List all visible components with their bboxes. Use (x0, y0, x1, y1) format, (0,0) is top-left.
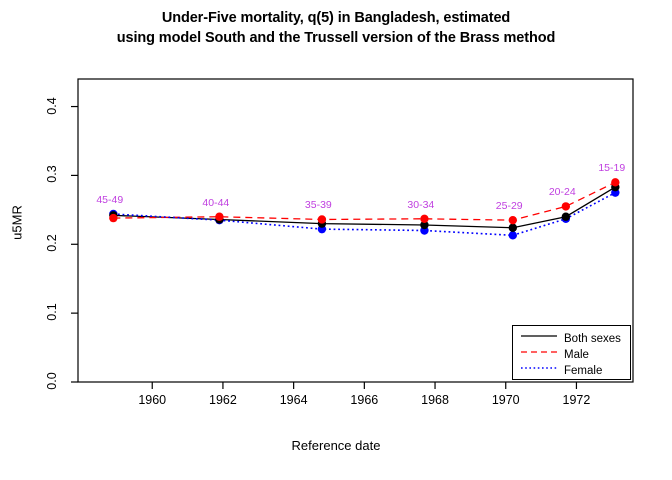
series-line-male (113, 181, 616, 221)
data-point-male (611, 178, 620, 187)
y-tick-label: 0.0 (45, 372, 59, 390)
data-point-both-sexes (561, 212, 571, 221)
chart-title: Under-Five mortality, q(5) in Bangladesh… (0, 8, 672, 48)
legend-key-both-sexes (519, 330, 559, 347)
data-point-male (508, 215, 518, 225)
data-point-male (317, 215, 327, 224)
y-axis-title: u5MR (9, 205, 25, 240)
legend-key-male (519, 346, 559, 363)
point-label: 35-39 (304, 199, 332, 212)
legend-entry-male: Male (519, 346, 589, 362)
series-line-both-sexes (113, 186, 616, 229)
data-point-both-sexes (420, 220, 429, 230)
y-tick-label: 0.2 (45, 234, 59, 252)
legend-label-male: Male (564, 348, 589, 361)
x-tick-label: 1964 (279, 393, 308, 407)
y-tick-label: 0.3 (45, 165, 59, 184)
point-label: 30-34 (407, 198, 435, 211)
y-tick-label: 0.1 (45, 303, 59, 321)
point-label: 15-19 (598, 162, 626, 175)
legend-key-female (519, 362, 559, 379)
series-line-female (113, 191, 616, 237)
chart-title-line-2: using model South and the Trussell versi… (116, 30, 556, 46)
legend-entry-female: Female (519, 362, 602, 378)
chart-legend: Both sexes Male Female (512, 325, 631, 380)
x-tick-label: 1966 (350, 393, 379, 407)
legend-entry-both-sexes: Both sexes (519, 330, 621, 346)
data-point-male (109, 213, 118, 223)
data-point-male (561, 202, 571, 211)
plot-box (77, 78, 634, 383)
point-label: 40-44 (202, 196, 230, 209)
data-point-male (420, 214, 429, 223)
x-tick-label: 1970 (491, 393, 520, 407)
legend-label-both-sexes: Both sexes (564, 332, 621, 345)
x-axis-title: Reference date (291, 438, 381, 453)
x-tick-label: 1960 (138, 393, 167, 407)
y-tick-label: 0.4 (45, 96, 59, 115)
x-tick-label: 1972 (562, 393, 591, 407)
x-tick-label: 1962 (209, 393, 237, 407)
chart-title-line-1: Under-Five mortality, q(5) in Bangladesh… (161, 10, 511, 26)
data-point-both-sexes (508, 223, 518, 232)
data-point-female (508, 231, 518, 240)
point-label: 25-29 (495, 200, 523, 213)
legend-label-female: Female (564, 364, 603, 377)
data-point-male (215, 212, 224, 221)
x-tick-label: 1968 (421, 393, 449, 407)
point-label: 45-49 (96, 193, 124, 206)
point-label: 20-24 (548, 186, 576, 199)
